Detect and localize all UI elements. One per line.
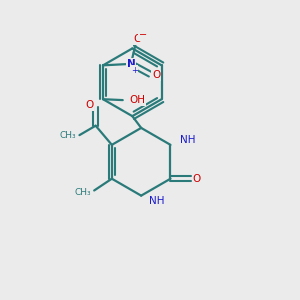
Text: CH₃: CH₃: [60, 130, 76, 140]
Text: O: O: [133, 34, 142, 44]
Text: O: O: [192, 174, 200, 184]
Text: O: O: [85, 100, 94, 110]
Text: NH: NH: [148, 196, 164, 206]
Text: CH₃: CH₃: [75, 188, 91, 197]
Text: NH: NH: [180, 135, 195, 146]
Text: O: O: [152, 70, 160, 80]
Text: −: −: [139, 30, 147, 40]
Text: +: +: [131, 66, 138, 75]
Text: OH: OH: [130, 95, 146, 105]
Text: N: N: [127, 59, 135, 69]
